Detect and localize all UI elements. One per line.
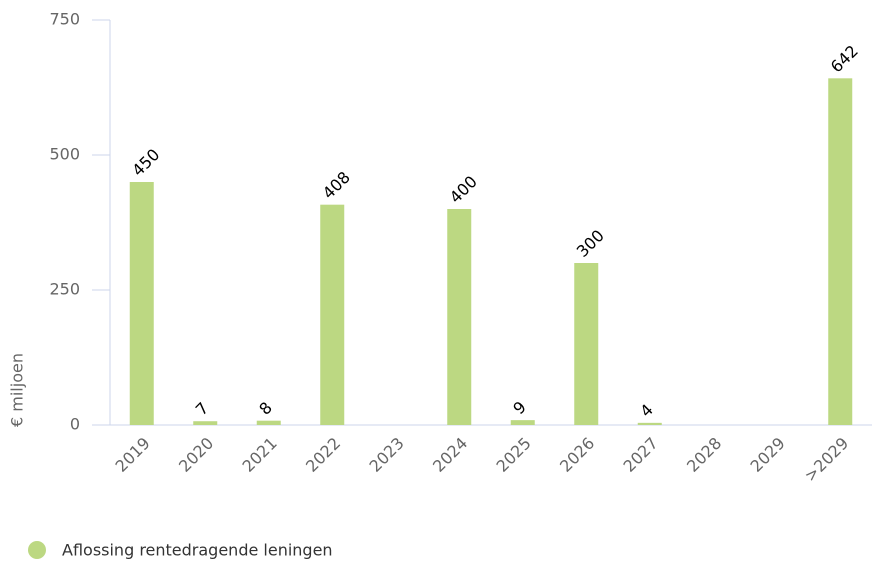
data-label: 7 (192, 399, 213, 420)
bar (574, 263, 599, 425)
bar (320, 204, 345, 425)
bar (256, 420, 281, 425)
data-label: 4 (636, 400, 657, 421)
y-axis-label: € miljoen (8, 353, 27, 427)
bar (637, 422, 662, 425)
y-tick-label: 250 (49, 280, 80, 299)
bar (828, 78, 853, 425)
data-label: 8 (255, 398, 276, 419)
bar (193, 421, 218, 425)
x-tick-label: 2020 (175, 434, 217, 476)
bar (447, 209, 472, 425)
data-label: 9 (509, 398, 530, 419)
x-tick-label: 2019 (112, 434, 154, 476)
x-tick-label: 2029 (747, 434, 789, 476)
x-tick-label: 2023 (366, 434, 408, 476)
x-tick-label: 2022 (302, 434, 344, 476)
legend-marker (28, 541, 46, 559)
x-tick-label: 2025 (493, 434, 535, 476)
legend-label: Aflossing rentedragende leningen (62, 541, 333, 560)
data-label: 400 (446, 172, 481, 207)
x-tick-label: 2021 (239, 434, 281, 476)
y-tick-label: 750 (49, 10, 80, 29)
data-label: 408 (319, 168, 354, 203)
data-label: 300 (573, 226, 608, 261)
x-tick-label: 2027 (620, 434, 662, 476)
x-tick-label: 2026 (556, 434, 598, 476)
x-tick-label: 2028 (683, 434, 725, 476)
bar (129, 182, 154, 425)
bar (510, 420, 535, 425)
y-tick-label: 0 (70, 415, 80, 434)
x-tick-label: >2029 (801, 434, 853, 486)
y-tick-label: 500 (49, 145, 80, 164)
data-label: 450 (128, 145, 163, 180)
x-tick-label: 2024 (429, 434, 471, 476)
data-label: 642 (827, 41, 862, 76)
